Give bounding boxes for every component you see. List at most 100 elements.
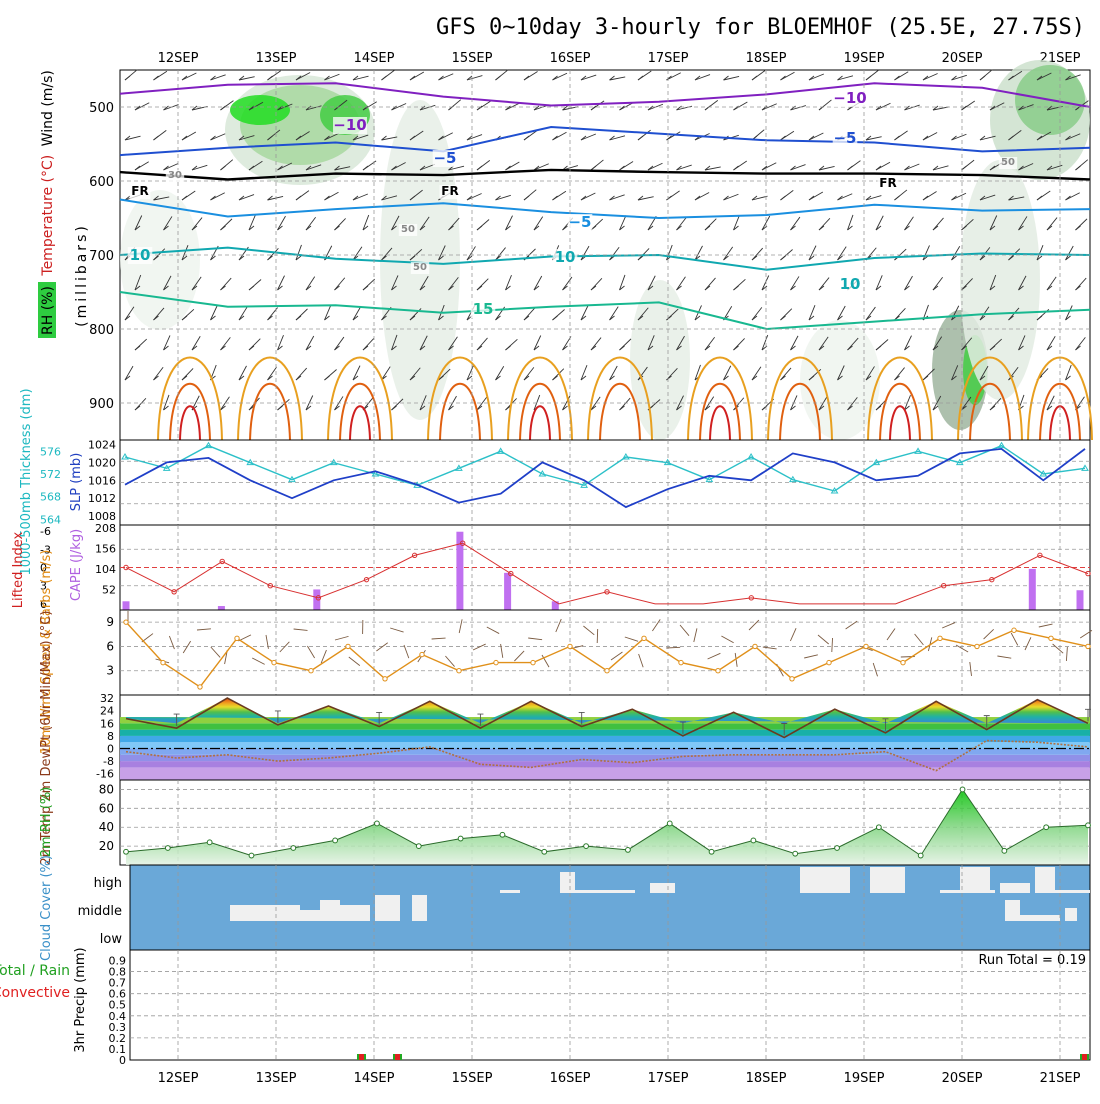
cape-tick: 208 — [95, 522, 116, 535]
temp-tick: -16 — [96, 768, 114, 781]
cloud-mid-bar — [1065, 908, 1077, 921]
top-date-label: 14SEP — [354, 51, 395, 66]
wind10m-marker — [568, 644, 572, 648]
rh-marker — [375, 821, 380, 826]
cloud-high-bar — [1000, 883, 1030, 893]
rh-tick: 60 — [99, 801, 114, 815]
rh-shade-blob — [960, 160, 1040, 400]
thickness-tick: 576 — [40, 445, 61, 458]
pressure-tick-label: 700 — [89, 249, 114, 264]
wind10m-marker — [1012, 628, 1016, 632]
precip-total-rain-label: Total / Rain — [0, 963, 70, 979]
wind10m-marker — [975, 644, 979, 648]
cloud-mid-bar — [412, 895, 427, 921]
temp-band — [120, 761, 1090, 767]
precip-convective-label: Convective — [0, 985, 70, 1001]
rh-marker — [835, 846, 840, 851]
wind10m-marker — [679, 660, 683, 664]
cloud-high-bar — [500, 890, 520, 893]
rh-label: RH (%) — [40, 286, 56, 335]
cloud-mid-bar — [1005, 900, 1020, 921]
temp-tick: 16 — [100, 717, 114, 730]
precip-frame — [130, 950, 1090, 1060]
rh-tick: 20 — [99, 839, 114, 853]
wind10m-marker — [235, 636, 239, 640]
rh-marker — [751, 838, 756, 843]
precip-axis: 0.80.60.40.200.90.70.50.30.1 — [109, 955, 127, 1067]
temp-band — [120, 767, 1090, 780]
bottom-date-label: 18SEP — [746, 1071, 787, 1086]
cape-bar — [218, 606, 225, 610]
rh-marker — [793, 851, 798, 856]
slp-ylabel: SLP (mb) — [69, 453, 84, 512]
bottom-date-label: 20SEP — [942, 1071, 983, 1086]
cloud-high-bar — [1055, 890, 1090, 893]
precip-tick: 0.9 — [109, 955, 127, 968]
contour-label: −5 — [568, 213, 591, 231]
cloud-high-bar — [960, 867, 990, 893]
pressure-tick-label: 500 — [89, 101, 114, 116]
temp-tick: 32 — [100, 692, 114, 705]
wind10m-marker — [827, 660, 831, 664]
wind10m-marker — [272, 660, 276, 664]
lifted-index-ylabel: Lifted Index — [11, 531, 26, 608]
bottom-date-label: 16SEP — [550, 1071, 591, 1086]
cape-tick: 52 — [102, 583, 116, 596]
bottom-date-label: 17SEP — [648, 1071, 689, 1086]
contour-label: 10 — [555, 248, 576, 266]
rh-marker — [124, 849, 129, 854]
cape-bar — [1029, 569, 1036, 610]
thickness-tick: 572 — [40, 468, 61, 481]
cloud-level-label: high — [94, 876, 122, 891]
contour-label: FR — [441, 184, 458, 198]
cloud-high-bar — [575, 890, 635, 893]
cape-ylabel: CAPE (J/kg) — [69, 529, 84, 601]
wind10m-marker — [605, 669, 609, 673]
wind10m-marker — [716, 669, 720, 673]
li-tick: -6 — [40, 525, 51, 538]
rh2m-ylabel: 2m RH (%) — [39, 787, 54, 858]
wind10m-marker — [420, 652, 424, 656]
wind10m-marker — [790, 677, 794, 681]
rh-marker — [960, 787, 965, 792]
rh-marker — [626, 847, 631, 852]
rh-marker — [584, 844, 589, 849]
precip-tick: 0.1 — [109, 1043, 127, 1056]
wind-tick: 9 — [106, 615, 114, 629]
cape-bar — [123, 601, 130, 610]
rh-marker — [249, 853, 254, 858]
temperature-label: Temperature (°C) — [40, 155, 56, 277]
contour-label: −10 — [833, 89, 866, 107]
cloud-high-bar — [870, 867, 905, 893]
wind-tick: 3 — [106, 664, 114, 678]
contour-label: −5 — [833, 129, 856, 147]
wind10m-marker — [494, 660, 498, 664]
cape-tick: 104 — [95, 563, 116, 576]
top-date-label: 17SEP — [648, 51, 689, 66]
cloud-high-bar — [650, 883, 675, 893]
cloud-high-bar — [800, 867, 850, 893]
chart-title: GFS 0~10day 3-hourly for BLOEMHOF (25.5E… — [436, 15, 1085, 40]
pressure-tick-label: 800 — [89, 323, 114, 338]
wind10m-marker — [753, 644, 757, 648]
cloud-level-label: low — [100, 932, 123, 947]
rh-marker — [1086, 823, 1091, 828]
slp-tick: 1020 — [88, 456, 116, 469]
wind10m-marker — [642, 636, 646, 640]
contour-label: 50 — [413, 262, 427, 273]
top-date-label: 16SEP — [550, 51, 591, 66]
precip-convective-bar — [359, 1054, 364, 1060]
cloud-ylabel: Cloud Cover (%) — [39, 855, 54, 961]
rh-marker — [1002, 848, 1007, 853]
top-date-label: 19SEP — [844, 51, 885, 66]
temp-band — [120, 749, 1090, 755]
cloud-high-bar — [560, 872, 575, 893]
wind10m-frame — [120, 610, 1090, 695]
contour-label: 10 — [840, 275, 861, 293]
rh-marker — [207, 840, 212, 845]
top-date-label: 15SEP — [452, 51, 493, 66]
